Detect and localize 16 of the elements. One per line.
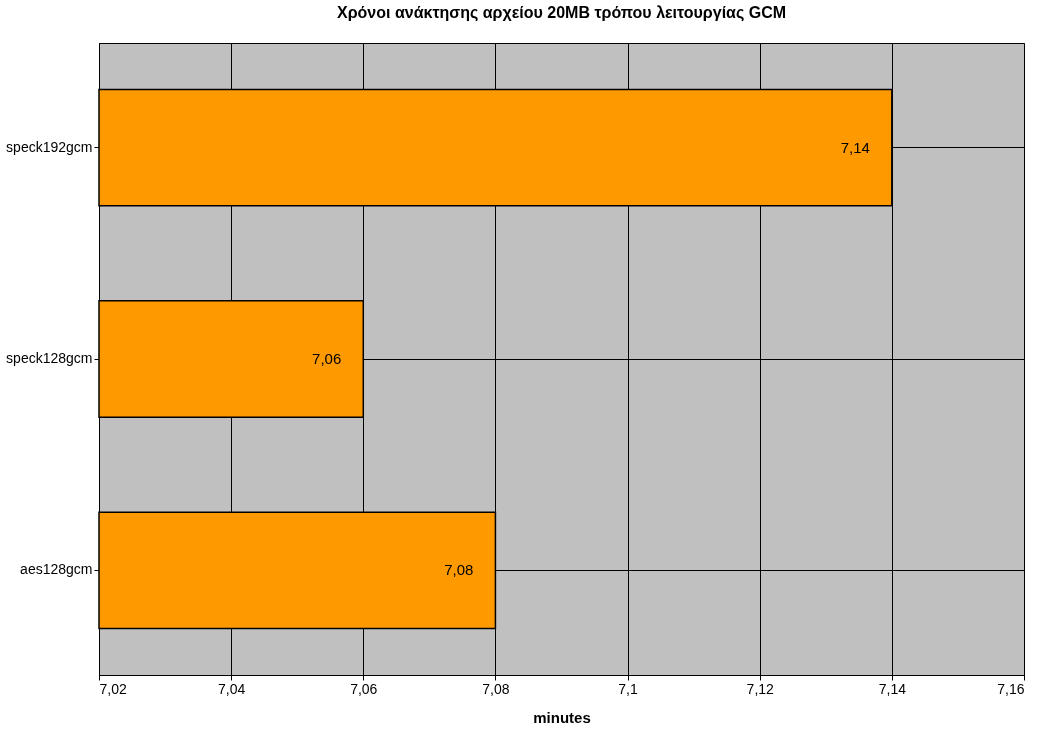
data-label: 7,06 (312, 350, 342, 367)
x-tick-label: 7,14 (878, 680, 907, 697)
y-tick-label: aes128gcm (20, 561, 93, 578)
y-tick-label: speck128gcm (6, 350, 93, 366)
data-label: 7,14 (840, 138, 870, 156)
chart-title: Χρόνοι ανάκτησης αρχείου 20MB τρόπου λειτουργίας GCM (336, 4, 787, 22)
x-axis-title: minutes (533, 708, 591, 726)
x-tick-label: 7,1 (618, 680, 639, 697)
y-tick-label: speck192gcm (6, 138, 93, 155)
x-tick-label: 7,02 (99, 680, 127, 697)
x-tick-label: 7,06 (350, 680, 378, 697)
x-tick-label: 7,16 (997, 680, 1025, 697)
x-tick-label: 7,12 (746, 680, 775, 697)
x-tick-label: 7,04 (218, 680, 246, 697)
data-label: 7,08 (444, 561, 474, 579)
x-tick-label: 7,08 (482, 680, 510, 697)
